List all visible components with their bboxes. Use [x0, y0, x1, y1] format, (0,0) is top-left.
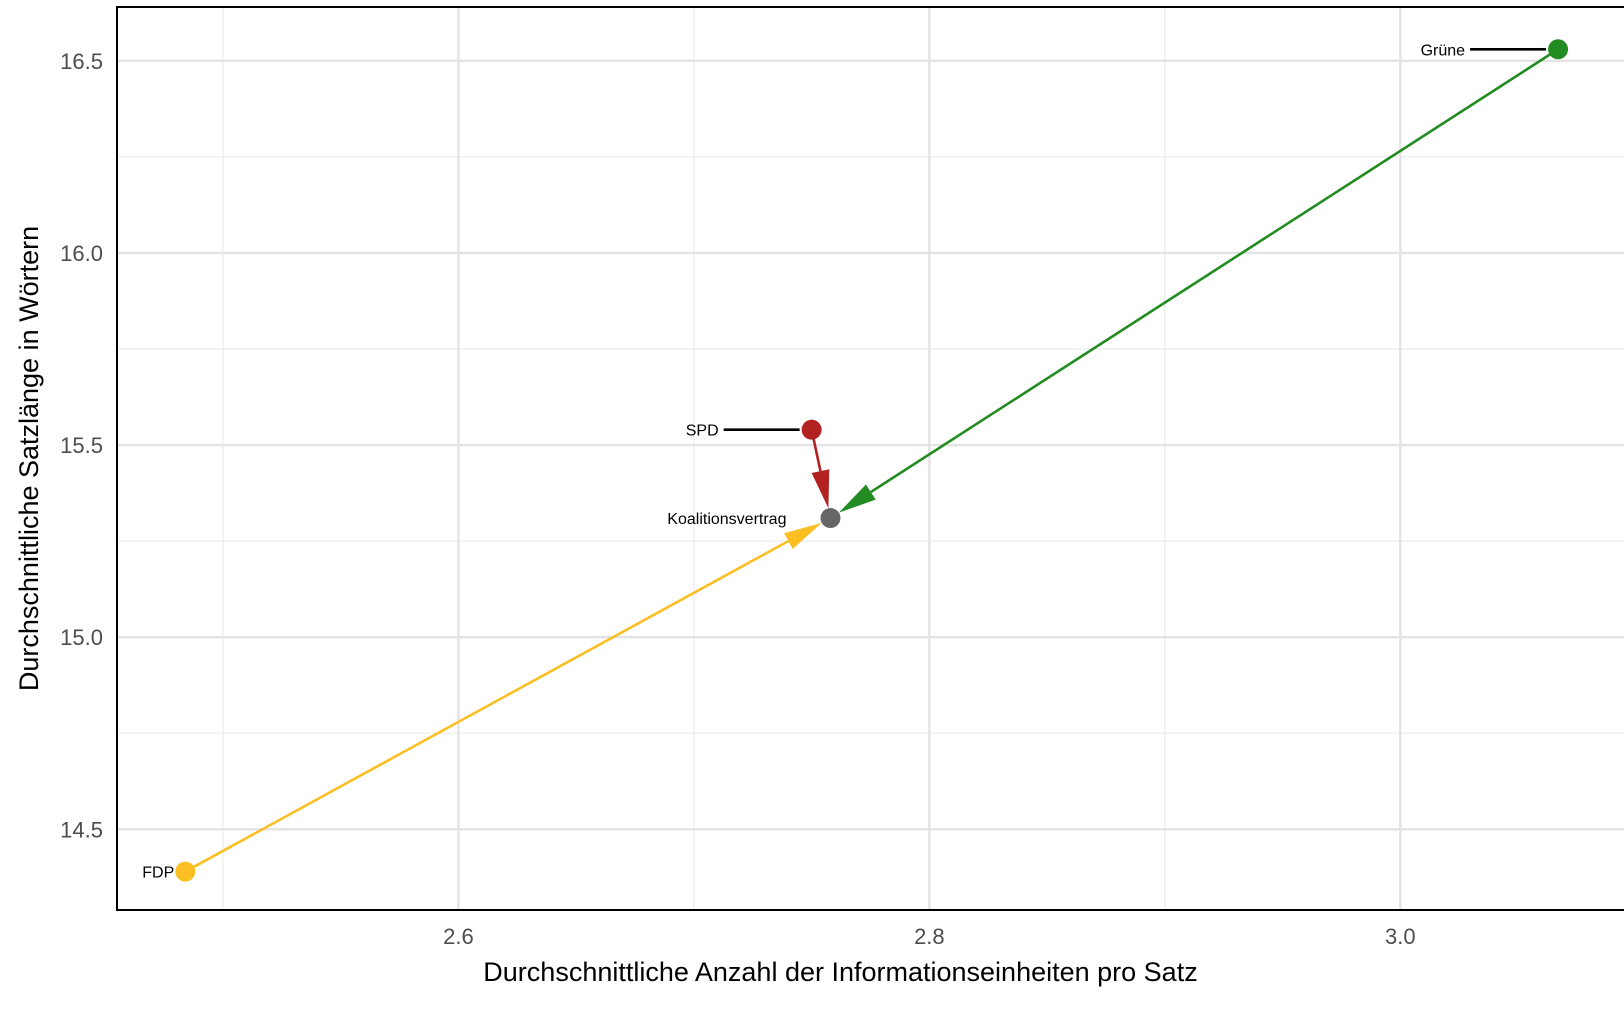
arrow-line-fdp — [184, 539, 789, 873]
point-label-grüne: Grüne — [1421, 42, 1466, 59]
leader-lines — [723, 47, 1547, 431]
plot-border — [116, 6, 1624, 911]
point-label-koalitionsvertrag: Koalitionsvertrag — [667, 511, 786, 528]
point-grüne — [1548, 39, 1569, 60]
y-tick-label: 16.5 — [60, 49, 103, 74]
x-tick-label: 3.0 — [1385, 924, 1416, 949]
tick-labels: 2.6 2.8 3.0 14.5 15.0 15.5 16.0 16.5 — [60, 49, 1415, 949]
arrows — [184, 48, 1559, 873]
point-labels: FDP SPD Grüne Koalitionsvertrag — [142, 42, 1465, 881]
point-label-spd: SPD — [686, 423, 719, 440]
arrow-head-fdp — [784, 522, 822, 550]
arrow-line-grüne — [870, 48, 1559, 494]
y-tick-label: 15.0 — [60, 625, 103, 650]
x-tick-label: 2.6 — [443, 924, 474, 949]
y-tick-label: 16.0 — [60, 241, 103, 266]
y-tick-label: 14.5 — [60, 817, 103, 842]
x-tick-label: 2.8 — [914, 924, 945, 949]
point-fdp — [175, 861, 196, 882]
x-axis-title: Durchschnittliche Anzahl der Information… — [483, 957, 1197, 987]
data-points — [175, 39, 1569, 882]
point-koalitionsvertrag — [820, 508, 841, 529]
grid — [117, 7, 1624, 910]
point-label-fdp: FDP — [142, 865, 174, 882]
y-axis-title: Durchschnittliche Satzlänge in Wörtern — [14, 226, 44, 691]
y-tick-label: 15.5 — [60, 433, 103, 458]
point-spd — [801, 419, 822, 440]
arrow-head-grüne — [838, 484, 876, 513]
arrow-head-spd — [811, 469, 830, 509]
